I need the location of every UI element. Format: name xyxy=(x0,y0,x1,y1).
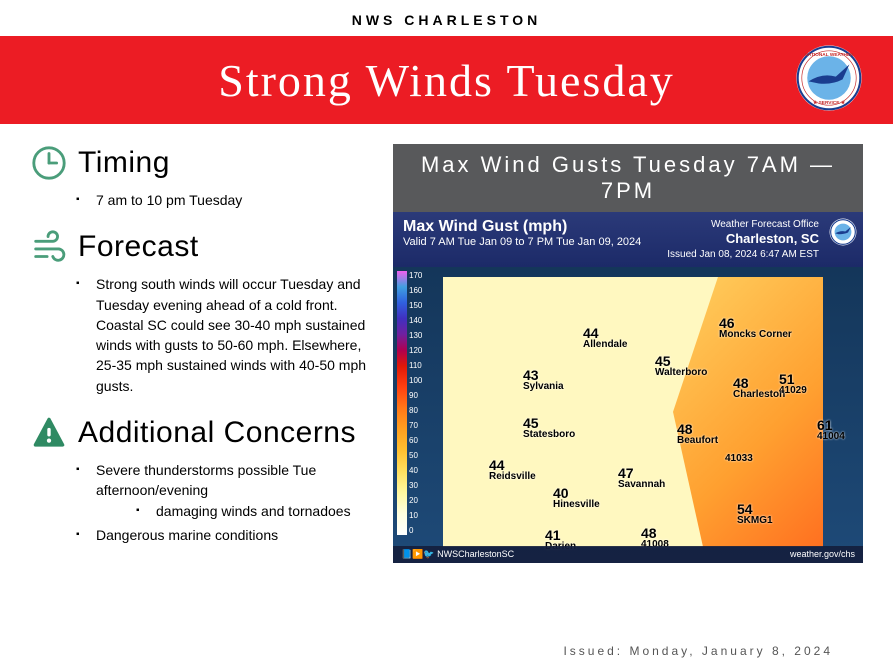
concerns-list: Severe thunderstorms possible Tue aftern… xyxy=(30,460,377,545)
map-label: Walterboro xyxy=(655,367,707,378)
map-label: 41033 xyxy=(725,453,753,464)
map-subtitle: Max Wind Gust (mph) xyxy=(403,218,641,236)
svg-text:NATIONAL WEATHER: NATIONAL WEATHER xyxy=(804,52,854,58)
wind-icon xyxy=(30,228,68,266)
timing-section: Timing 7 am to 10 pm Tuesday xyxy=(30,144,377,210)
concerns-title: Additional Concerns xyxy=(78,416,356,450)
list-item: 7 am to 10 pm Tuesday xyxy=(76,190,377,210)
forecast-list: Strong south winds will occur Tuesday an… xyxy=(30,274,377,396)
list-item: Dangerous marine conditions xyxy=(76,525,377,545)
map-label: 41029 xyxy=(779,385,807,396)
clock-icon xyxy=(30,144,68,182)
map-url: weather.gov/chs xyxy=(790,549,855,560)
svg-text:★ SERVICE ★: ★ SERVICE ★ xyxy=(813,100,846,106)
nws-logo-small xyxy=(829,218,857,246)
list-item: Severe thunderstorms possible Tue aftern… xyxy=(76,460,377,521)
left-column: Timing 7 am to 10 pm Tuesday Forecast St… xyxy=(30,144,377,563)
issued-line: Issued: Monday, January 8, 2024 xyxy=(563,644,833,658)
colorbar: 1701601501401301201101009080706050403020… xyxy=(397,271,431,535)
map-label: Sylvania xyxy=(523,381,564,392)
content-area: Timing 7 am to 10 pm Tuesday Forecast St… xyxy=(0,124,893,563)
map-footer: 📘▶️🐦 NWSCharlestonSC weather.gov/chs xyxy=(393,546,863,563)
map-label: 41004 xyxy=(817,431,845,442)
map-title: Max Wind Gusts Tuesday 7AM — 7PM xyxy=(393,144,863,212)
map-issued: Issued Jan 08, 2024 6:47 AM EST xyxy=(667,248,819,261)
map-label: Moncks Corner xyxy=(719,329,792,340)
map-label: Hinesville xyxy=(553,499,600,510)
map-label: Allendale xyxy=(583,339,627,350)
nws-logo: NATIONAL WEATHER ★ SERVICE ★ xyxy=(795,44,863,112)
list-item: Strong south winds will occur Tuesday an… xyxy=(76,274,377,396)
warning-icon xyxy=(30,414,68,452)
map-valid: Valid 7 AM Tue Jan 09 to 7 PM Tue Jan 09… xyxy=(403,236,641,248)
map-body: 1701601501401301201101009080706050403020… xyxy=(393,267,863,563)
map-office2: Charleston, SC xyxy=(667,231,819,248)
map-label: SKMG1 xyxy=(737,515,773,526)
sub-list: damaging winds and tornadoes xyxy=(96,501,377,521)
map-label: Statesboro xyxy=(523,429,575,440)
map-label: Savannah xyxy=(618,479,665,490)
forecast-title: Forecast xyxy=(78,230,199,264)
map-panel: Max Wind Gusts Tuesday 7AM — 7PM Max Win… xyxy=(393,144,863,563)
map-label: Beaufort xyxy=(677,435,718,446)
map-label: Charleston xyxy=(733,389,785,400)
timing-title: Timing xyxy=(78,146,170,180)
page-title: Strong Winds Tuesday xyxy=(218,54,675,107)
map-office1: Weather Forecast Office xyxy=(667,218,819,231)
map-social: 📘▶️🐦 NWSCharlestonSC xyxy=(401,549,514,560)
list-item: damaging winds and tornadoes xyxy=(136,501,377,521)
concerns-section: Additional Concerns Severe thunderstorms… xyxy=(30,414,377,545)
map-subheader: Max Wind Gust (mph) Valid 7 AM Tue Jan 0… xyxy=(393,212,863,267)
timing-list: 7 am to 10 pm Tuesday xyxy=(30,190,377,210)
map-label: Reidsville xyxy=(489,471,536,482)
title-banner: Strong Winds Tuesday NATIONAL WEATHER ★ … xyxy=(0,36,893,124)
forecast-section: Forecast Strong south winds will occur T… xyxy=(30,228,377,396)
org-label: NWS CHARLESTON xyxy=(0,0,893,36)
concern-text: Severe thunderstorms possible Tue aftern… xyxy=(96,462,316,498)
